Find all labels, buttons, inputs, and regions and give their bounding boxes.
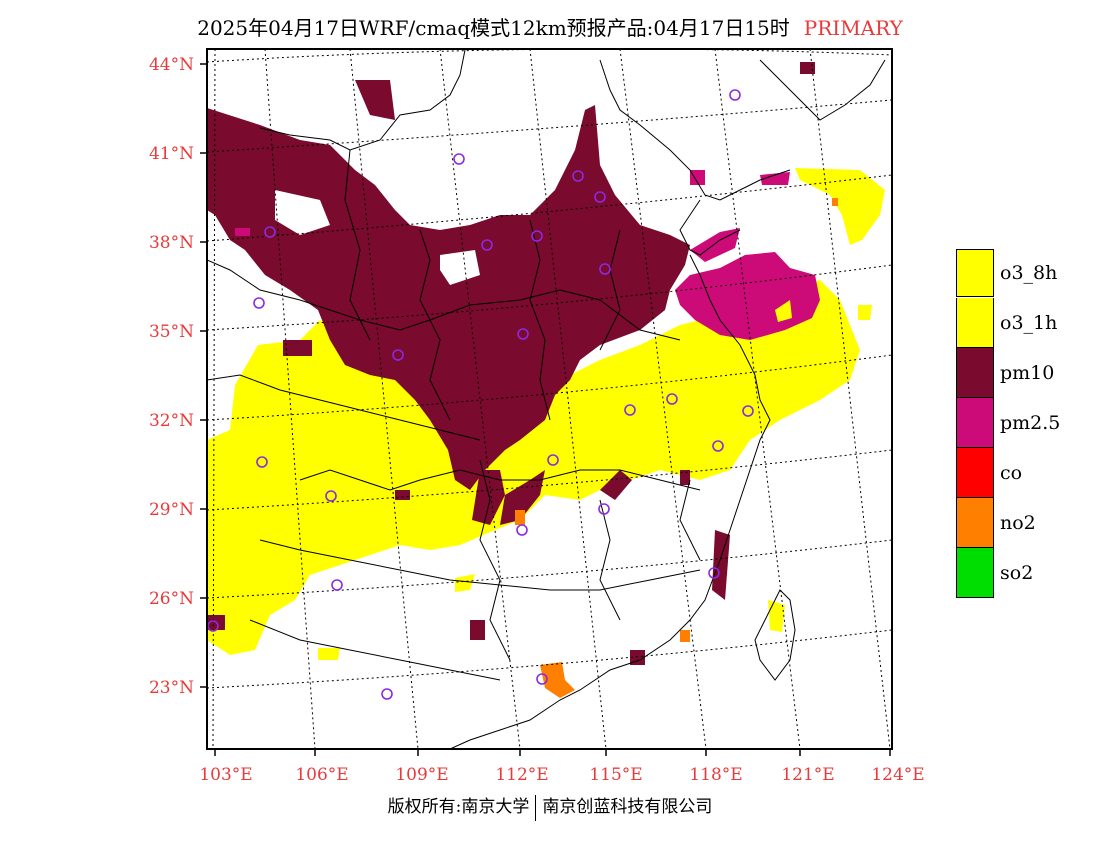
station-marker [624, 404, 636, 416]
station-marker [325, 490, 337, 502]
station-marker [666, 393, 678, 405]
footer-divider [535, 794, 537, 821]
station-marker [599, 263, 611, 275]
station-marker [708, 567, 720, 579]
lat-label: 44°N [149, 55, 194, 75]
legend-label: co [1000, 462, 1023, 484]
legend-label: no2 [1000, 512, 1036, 534]
lon-label: 124°E [871, 765, 924, 785]
lon-label: 109°E [395, 765, 448, 785]
station-marker [547, 454, 559, 466]
lon-label: 121°E [781, 765, 834, 785]
map-title: 2025年04月17日WRF/cmaq模式12km预报产品:04月17日15时 P… [0, 12, 1100, 41]
legend-swatch [956, 548, 994, 598]
title-text: 2025年04月17日WRF/cmaq模式12km预报产品:04月17日15时 [197, 16, 790, 40]
legend-swatch [956, 348, 994, 398]
lat-label: 23°N [149, 678, 194, 698]
station-marker [536, 673, 548, 685]
station-marker [253, 297, 265, 309]
lon-label: 106°E [295, 765, 348, 785]
station-marker [729, 89, 741, 101]
legend-label: pm10 [1000, 362, 1055, 384]
primary-tag: PRIMARY [803, 16, 903, 40]
legend-item-so2: so2 [956, 548, 1060, 598]
station-marker [531, 230, 543, 242]
pm10-region [207, 105, 690, 490]
copyright-right: 南京创蓝科技有限公司 [542, 797, 713, 817]
legend-swatch [956, 298, 994, 348]
legend-label: o3_8h [1000, 262, 1058, 284]
legend-label: pm2.5 [1000, 412, 1061, 434]
copyright-footer: 版权所有:南京大学 南京创蓝科技有限公司 [0, 792, 1100, 821]
legend-swatch [956, 249, 994, 297]
lat-label: 41°N [149, 144, 194, 164]
map-frame [206, 48, 893, 750]
lat-label: 26°N [149, 589, 194, 609]
legend-item-no2: no2 [956, 498, 1060, 548]
legend-swatch [956, 398, 994, 448]
legend-swatch [956, 498, 994, 548]
station-marker [264, 226, 276, 238]
province-borders [207, 49, 886, 749]
copyright-left: 版权所有:南京大学 [387, 797, 530, 817]
legend-item-co: co [956, 448, 1060, 498]
pollutant-legend: o3_8h o3_1h pm10 pm2.5 co no2 so2 [956, 248, 1060, 598]
lat-label: 38°N [149, 233, 194, 253]
lon-label: 115°E [589, 765, 642, 785]
legend-label: o3_1h [1000, 312, 1058, 334]
lat-label: 35°N [149, 322, 194, 342]
legend-item-pm25: pm2.5 [956, 398, 1060, 448]
graticule [207, 49, 892, 749]
legend-swatch [956, 448, 994, 498]
lon-label: 118°E [689, 765, 742, 785]
station-marker [453, 153, 465, 165]
legend-item-o3-8h: o3_8h [956, 248, 1060, 298]
station-marker [481, 239, 493, 251]
station-marker [381, 688, 393, 700]
lat-label: 32°N [149, 411, 194, 431]
station-marker [572, 170, 584, 182]
station-marker [742, 405, 754, 417]
legend-item-pm10: pm10 [956, 348, 1060, 398]
station-marker [256, 456, 268, 468]
station-marker [517, 328, 529, 340]
station-marker [598, 503, 610, 515]
legend-item-o3-1h: o3_1h [956, 298, 1060, 348]
lon-label: 112°E [495, 765, 548, 785]
no2-patch [540, 662, 575, 698]
station-marker [594, 191, 606, 203]
legend-label: so2 [1000, 562, 1034, 584]
station-marker [712, 440, 724, 452]
lat-label: 29°N [149, 500, 194, 520]
station-marker [392, 349, 404, 361]
station-marker [516, 524, 528, 536]
station-markers [207, 89, 754, 700]
lon-label: 103°E [199, 765, 252, 785]
station-marker [331, 579, 343, 591]
